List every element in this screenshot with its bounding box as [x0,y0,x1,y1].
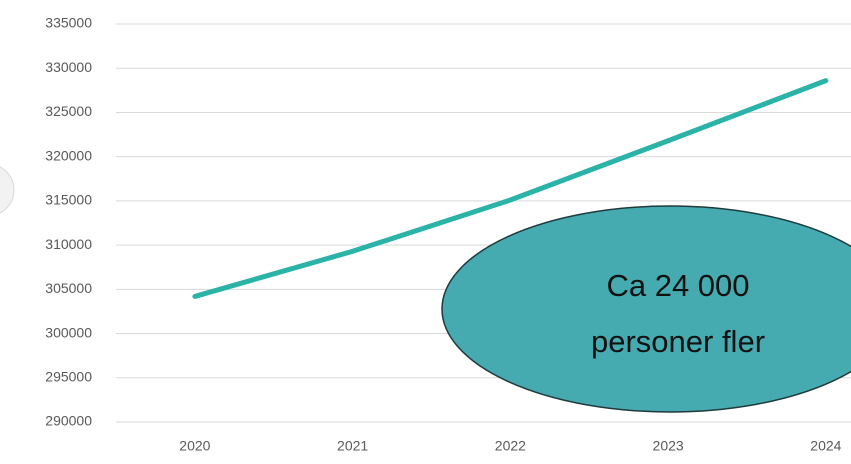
data-line [192,78,829,299]
y-tick-label: 320000 [45,147,92,163]
y-tick-label: 295000 [45,368,92,384]
annotation-bubble [441,205,851,413]
y-tick-label: 310000 [45,236,92,252]
annotation-text: Ca 24 000 [606,268,749,303]
x-tick-label: 2022 [495,438,526,454]
y-tick-label: 330000 [45,59,92,75]
y-tick-label: 315000 [45,192,92,208]
x-tick-label: 2023 [653,438,684,454]
annotation-text: personer fler [591,324,765,359]
x-tick-label: 2021 [337,438,368,454]
y-tick-label: 305000 [45,280,92,296]
x-tick-label: 2020 [179,438,210,454]
x-tick-label: 2024 [810,438,841,454]
y-tick-label: 300000 [45,324,92,340]
decoration-circle [0,166,15,214]
y-tick-label: 335000 [45,15,92,31]
y-tick-label: 325000 [45,103,92,119]
y-tick-label: 290000 [45,413,92,429]
